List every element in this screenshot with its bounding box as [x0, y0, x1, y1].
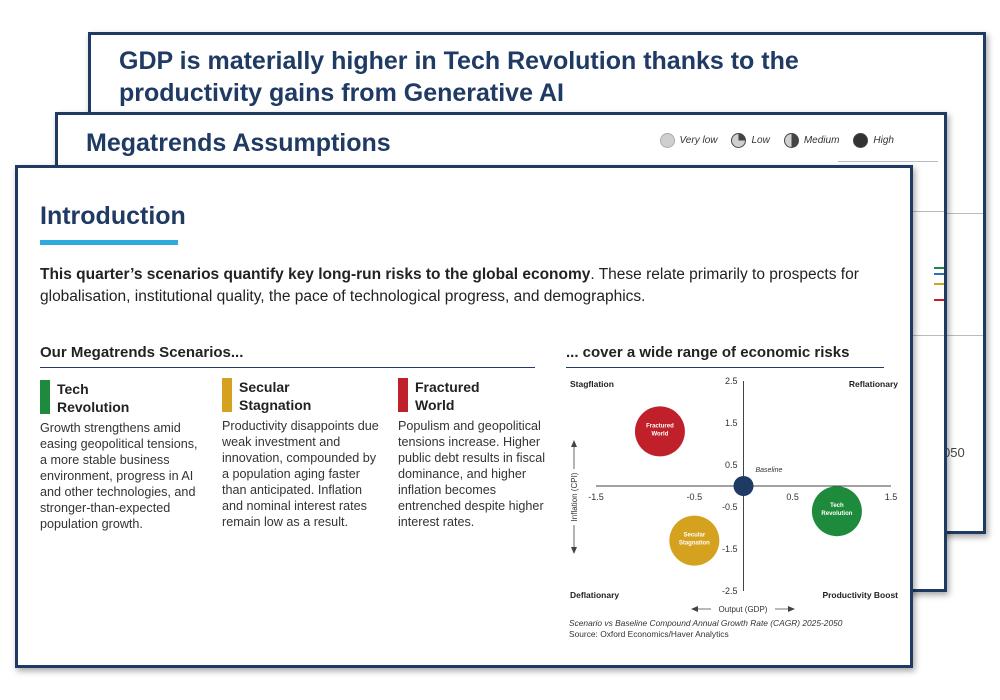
y-tick-label: -2.5	[722, 586, 738, 596]
y-tick-label: -0.5	[722, 502, 738, 512]
scenario-secular-stagnation: Secular Stagnation Productivity disappoi…	[222, 378, 382, 530]
legend-label: Low	[751, 135, 770, 146]
x-tick-label: 1.5	[885, 492, 898, 502]
scenario-description: Productivity disappoints due weak invest…	[222, 419, 379, 529]
scenario-name: Fractured World	[415, 379, 480, 413]
footnote-cagr: Scenario vs Baseline Compound Annual Gro…	[569, 618, 843, 628]
mid-slide-line-stub	[934, 283, 944, 285]
legend-label: High	[873, 135, 894, 146]
harvey-ball-legend: Very low Low Medium High	[659, 133, 894, 148]
title-underline	[40, 240, 178, 245]
point-tech-revolution	[811, 486, 862, 537]
point-fractured-world	[634, 406, 685, 457]
point-secular-stagnation	[669, 515, 720, 566]
harvey-very-low-icon	[659, 133, 675, 148]
back-slide-edge-label: 050	[943, 445, 965, 460]
quadrant-label-productivity-boost: Productivity Boost	[822, 590, 898, 600]
point-baseline	[733, 476, 754, 496]
scenario-color-bar	[398, 378, 408, 412]
y-tick-label: 1.5	[725, 418, 738, 428]
harvey-low-icon	[731, 133, 747, 148]
legend-label: Medium	[803, 135, 840, 146]
scenarios-heading: Our Megatrends Scenarios...	[40, 344, 244, 361]
back-slide-gridline	[913, 335, 983, 336]
back-slide-gridline	[913, 213, 983, 214]
front-slide: Introduction This quarter’s scenarios qu…	[15, 165, 913, 668]
y-tick-label: -1.5	[722, 544, 738, 554]
x-axis-arrow-right-icon	[788, 606, 795, 612]
legend-item-high: High	[853, 133, 894, 148]
intro-rest-text: . These relate primarily to prospects fo…	[40, 266, 859, 305]
x-tick-label: 0.5	[786, 492, 799, 502]
quadrant-label-deflationary: Deflationary	[570, 590, 619, 600]
legend-item-medium: Medium	[783, 133, 840, 148]
point-label-baseline: Baseline	[756, 467, 783, 474]
y-axis-label-bg	[569, 469, 579, 525]
point-label-secular-stagnation: Secular	[683, 533, 705, 539]
page-title: Introduction	[40, 202, 186, 230]
x-tick-label: -0.5	[687, 492, 703, 502]
footnote-source: Source: Oxford Economics/Haver Analytics	[569, 629, 729, 639]
quadrant-label-stagflation: Stagflation	[570, 379, 614, 389]
legend-label: Very low	[679, 135, 718, 146]
back-slide-title: GDP is materially higher in Tech Revolut…	[119, 47, 799, 107]
y-axis-arrow-down-icon	[571, 547, 577, 554]
y-axis-label: Inflation (CPI)	[570, 472, 579, 521]
scenario-name: Secular Stagnation	[239, 379, 312, 413]
point-label-tech-revolution: Revolution	[821, 511, 852, 517]
mid-slide-gridline	[838, 161, 938, 162]
intro-bold-text: This quarter’s scenarios quantify key lo…	[40, 266, 591, 283]
mid-slide-gridline	[898, 211, 944, 212]
y-axis-arrow-up-icon	[571, 440, 577, 447]
chart-footnote: Scenario vs Baseline Compound Annual Gro…	[569, 618, 842, 640]
legend-item-very-low: Very low	[659, 133, 718, 148]
point-label-tech-revolution: Tech	[830, 503, 844, 509]
scenario-fractured-world: Fractured World Populism and geopolitica…	[398, 378, 558, 530]
y-tick-label: 2.5	[725, 376, 738, 386]
scenario-color-bar	[222, 378, 232, 412]
x-axis-label-bg	[711, 603, 775, 615]
quadrant-label-reflationary: Reflationary	[849, 379, 898, 389]
risks-heading-rule	[566, 367, 884, 368]
scenario-color-bar	[40, 380, 50, 414]
harvey-medium-icon	[783, 133, 799, 148]
mid-slide-gridline	[908, 335, 944, 336]
middle-slide-title: Megatrends Assumptions	[86, 129, 391, 157]
x-tick-label: -1.5	[588, 492, 604, 502]
scenario-risk-chart: -1.5 -0.5 0.5 1.5 2.5 1.5 0.5 -0.5 -1.5 -2.5 Stagf…	[569, 376, 898, 615]
scenarios-heading-rule	[40, 367, 535, 368]
point-label-fractured-world: World	[651, 431, 668, 437]
point-label-fractured-world: Fractured	[646, 423, 674, 429]
scenario-description: Growth strengthens amid easing geopoliti…	[40, 421, 198, 531]
x-axis-label: Output (GDP)	[719, 605, 768, 614]
mid-slide-line-stub	[934, 299, 944, 301]
x-axis-arrow-left-icon	[691, 606, 698, 612]
legend-item-low: Low	[731, 133, 770, 148]
intro-paragraph: This quarter’s scenarios quantify key lo…	[40, 264, 870, 308]
scenario-description: Populism and geopolitical tensions incre…	[398, 419, 545, 529]
risks-heading: ... cover a wide range of economic risks	[566, 344, 850, 361]
harvey-high-icon	[853, 133, 869, 148]
point-label-secular-stagnation: Stagnation	[679, 541, 710, 547]
mid-slide-line-stub	[934, 273, 944, 275]
y-tick-label: 0.5	[725, 460, 738, 470]
mid-slide-line-stub	[934, 267, 944, 269]
scenario-name: Tech Revolution	[57, 381, 130, 415]
scenario-tech-revolution: Tech Revolution Growth strengthens amid …	[40, 380, 200, 532]
